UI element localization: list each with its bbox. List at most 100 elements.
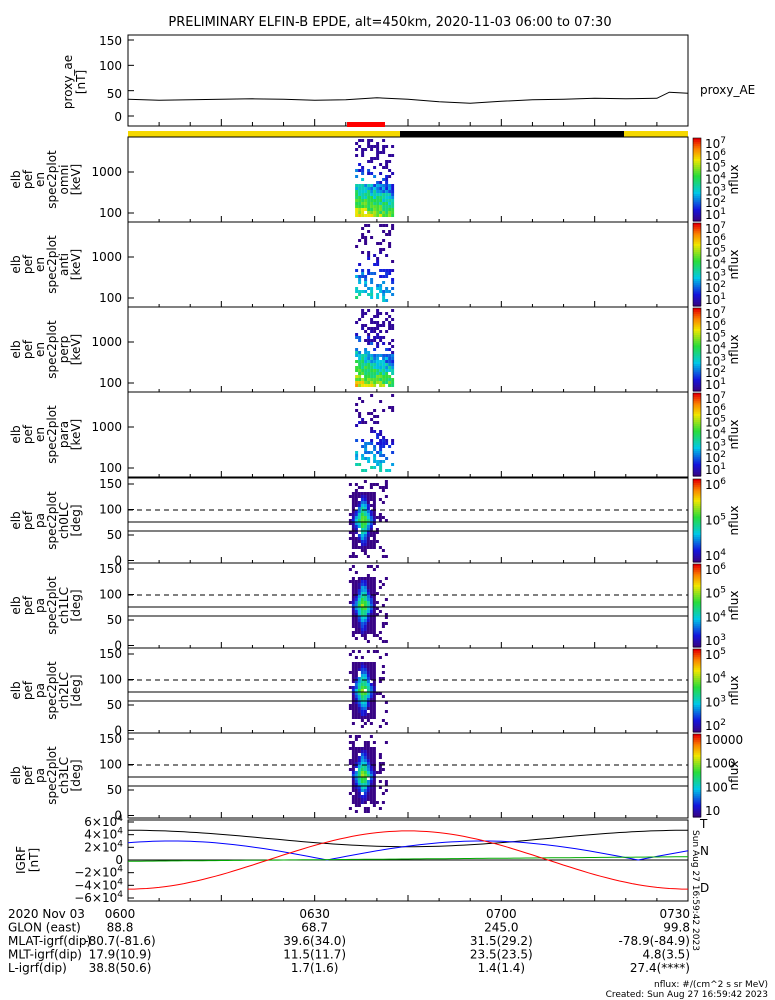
- spectrogram-cell: [373, 372, 377, 375]
- spectrogram-cell: [372, 765, 376, 768]
- colorbar-segment: [693, 686, 701, 690]
- colorbar-segment: [693, 783, 701, 787]
- spectrogram-cell: [351, 689, 355, 692]
- spectrogram-cell: [360, 798, 364, 801]
- spectrogram-cell: [363, 786, 367, 789]
- spectrogram-cell: [375, 801, 379, 804]
- spectrogram-cell: [354, 613, 358, 616]
- spectrogram-cell: [366, 528, 370, 531]
- spectrogram-cell: [357, 598, 361, 601]
- spectrogram-cell: [388, 242, 392, 245]
- spectrogram-cell: [372, 713, 376, 716]
- colorbar-segment: [693, 553, 701, 557]
- spectrogram-cell: [357, 695, 361, 698]
- spectrogram-cell: [366, 492, 370, 495]
- spectrogram-cell: [354, 747, 358, 750]
- spectrogram-cell: [372, 501, 376, 504]
- spectrogram-cell: [385, 360, 389, 363]
- colorbar-segment: [693, 183, 701, 187]
- spectrogram-cell: [360, 525, 364, 528]
- spectrogram-cell: [351, 613, 355, 616]
- spectrogram-cell: [351, 783, 355, 786]
- spectrogram-cell: [369, 610, 373, 613]
- spectrogram-cell: [354, 686, 358, 689]
- colorbar-segment: [693, 187, 701, 191]
- spectrogram-cell: [351, 677, 355, 680]
- spectrogram-cell: [382, 208, 386, 211]
- panel-igrf: T N D Sun Aug 27 16:59:42 2023 IGRF [nT]…: [14, 814, 709, 951]
- spectrogram-cell: [378, 780, 382, 783]
- spectrogram-cell: [388, 190, 392, 193]
- spectrogram-cell: [354, 792, 358, 795]
- spectrogram-cell: [360, 759, 364, 762]
- colorbar-segment: [693, 688, 701, 692]
- spectrogram-cell: [360, 789, 364, 792]
- colorbar-segment: [693, 258, 701, 261]
- spectrogram-cell: [358, 351, 362, 354]
- spectrogram-cell: [372, 680, 376, 683]
- colorbar-segment: [693, 384, 701, 388]
- colorbar-segment: [693, 767, 701, 770]
- science-zone-bar: [347, 122, 385, 127]
- spectrogram-cell: [382, 336, 386, 339]
- spectrogram-cell: [358, 375, 362, 378]
- spectrogram-cell: [363, 780, 367, 783]
- spectrogram-cell: [384, 789, 388, 792]
- spectrogram-cell: [391, 260, 395, 263]
- spectrogram-cell: [385, 290, 389, 293]
- spectrogram-cell: [364, 363, 368, 366]
- ytick-label: 100: [99, 291, 122, 305]
- spectrogram-cell: [376, 148, 380, 151]
- spectrogram-cell: [360, 528, 364, 531]
- igrf-btot-line: [127, 829, 689, 848]
- colorbar-segment: [693, 469, 701, 473]
- spectrogram-cell: [373, 466, 377, 469]
- colorbar-segment: [693, 676, 701, 679]
- spectrogram-cell: [354, 810, 358, 813]
- colorbar-segment: [693, 696, 701, 700]
- spectrogram-cell: [355, 351, 359, 354]
- colorbar-segment: [693, 287, 701, 290]
- spectrogram-cell: [363, 586, 367, 589]
- spectrogram-panel-4: 1000100elbpefenspec2plotpara[keV]1071061…: [9, 391, 741, 478]
- spectrogram-cell: [354, 716, 358, 719]
- colorbar-segment: [693, 156, 701, 160]
- colorbar-segment: [693, 528, 701, 532]
- spectrogram-cell: [372, 513, 376, 516]
- colorbar-segment: [693, 785, 701, 789]
- spectrogram-cell: [369, 516, 373, 519]
- ylabel-line: elb: [9, 170, 23, 188]
- colorbar-segment: [693, 746, 701, 750]
- spectrogram-cell: [381, 555, 385, 558]
- colorbar-segment: [693, 717, 701, 721]
- spectrogram-cell: [355, 457, 359, 460]
- spectrogram-cell: [372, 619, 376, 622]
- spectrogram-cell: [363, 810, 367, 813]
- spectrogram-cell: [364, 357, 368, 360]
- spectrogram-cell: [355, 375, 359, 378]
- spectrogram-cell: [366, 616, 370, 619]
- spectrogram-cell: [351, 583, 355, 586]
- colorbar-segment: [693, 312, 701, 315]
- spectrogram-cell: [360, 756, 364, 759]
- spectrogram-cell: [373, 445, 377, 448]
- colorbar-segment: [693, 395, 701, 398]
- spectrogram-cell: [351, 492, 355, 495]
- spectrogram-cell: [355, 381, 359, 384]
- spectrogram-cell: [391, 451, 395, 454]
- spectrogram-cell: [366, 519, 370, 522]
- spectrogram-cell: [354, 677, 358, 680]
- colorbar-segment: [693, 541, 701, 544]
- spectrogram-cell: [391, 406, 395, 409]
- spectrogram-cell: [382, 211, 386, 214]
- spectrogram-cell: [360, 701, 364, 704]
- spectrogram-cell: [375, 516, 379, 519]
- spectrogram-cell: [369, 707, 373, 710]
- svg-text:proxy_ae: proxy_ae: [61, 55, 75, 109]
- spectrogram-frame: [127, 647, 689, 734]
- spectrogram-cell: [378, 546, 382, 549]
- colorbar-segment: [693, 204, 701, 208]
- colorbar-segment: [693, 773, 701, 777]
